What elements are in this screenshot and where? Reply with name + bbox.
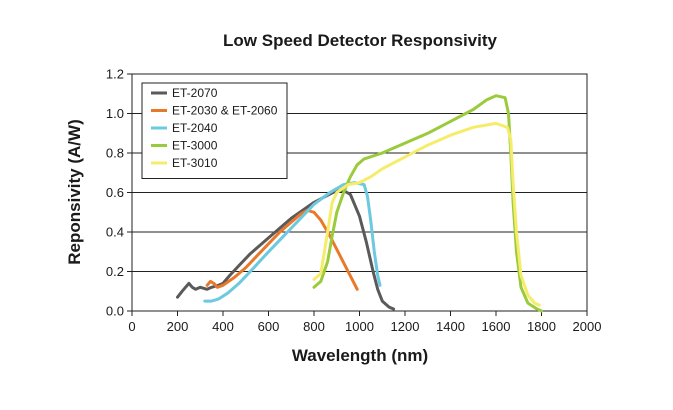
- x-tick-label: 600: [258, 319, 280, 334]
- series-line-1: [205, 208, 359, 291]
- y-axis-label: Reponsivity (A/W): [65, 119, 84, 264]
- chart-title: Low Speed Detector Responsivity: [223, 31, 497, 50]
- y-tick-label: 0.6: [106, 185, 124, 200]
- legend-entry: ET-2070: [172, 86, 218, 100]
- y-tick-label: 0.8: [106, 146, 124, 161]
- y-tick-label: 0.2: [106, 264, 124, 279]
- x-tick-label: 1200: [391, 319, 420, 334]
- series-line-0: [176, 189, 396, 311]
- legend-entry: ET-3000: [172, 139, 218, 153]
- y-tick-label: 0.0: [106, 304, 124, 319]
- series-line-4: [312, 121, 541, 307]
- y-tick-label: 0.4: [106, 225, 124, 240]
- x-tick-label: 1000: [345, 319, 374, 334]
- y-tick-label: 1.0: [106, 106, 124, 121]
- x-tick-label: 2000: [573, 319, 602, 334]
- x-tick-label: 800: [303, 319, 325, 334]
- x-tick-label: 1400: [436, 319, 465, 334]
- x-tick-label: 0: [128, 319, 135, 334]
- x-tick-label: 200: [167, 319, 189, 334]
- legend: ET-2070 ET-2030 & ET-2060 ET-2040 ET-3000 ET…: [141, 82, 288, 179]
- x-tick-label: 400: [212, 319, 234, 334]
- x-tick-label: 1600: [482, 319, 511, 334]
- x-tick-label: 1800: [527, 319, 556, 334]
- y-tick-label: 1.2: [106, 67, 124, 82]
- axis-ticks: 0.0 0.2 0.4 0.6 0.8 1.0 1.2 0 200 400 600 800 1000 12…: [106, 67, 602, 335]
- legend-entry: ET-2040: [172, 121, 218, 135]
- legend-entry: ET-2030 & ET-2060: [172, 104, 278, 118]
- series-lines: [176, 94, 543, 313]
- x-axis-label: Wavelength (nm): [292, 346, 428, 365]
- series-line-2: [203, 181, 382, 303]
- series-line-3: [312, 94, 543, 313]
- legend-entry: ET-3010: [172, 156, 218, 170]
